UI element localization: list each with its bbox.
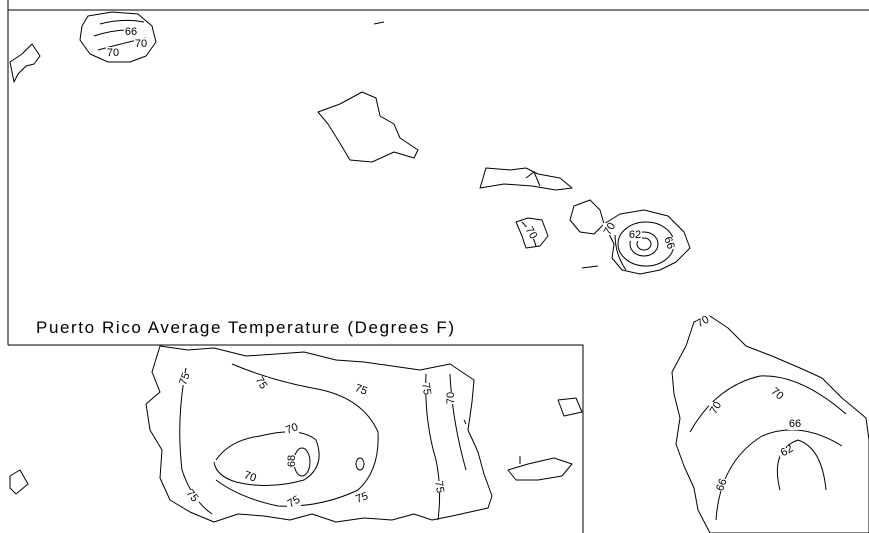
label-pr-75h: 75 [354,490,370,505]
lanai-outline [515,217,549,249]
culebra-outline [557,397,583,417]
west-maui-outline [569,199,605,235]
big-island-contour-66a [715,429,843,521]
label-hawaii-70a: 70 [695,314,712,331]
puerto-rico-frame [8,344,584,533]
label-pr-75a: 75 [177,371,192,387]
niihau-outline [9,43,41,83]
label-pr-75b: 75 [253,375,270,392]
pr-contour-70-east [449,373,467,471]
label-pr-75e: 75 [432,480,446,494]
label-pr-75d: 75 [419,382,433,396]
label-hawaii-62: 62 [779,443,796,460]
big-island-contour-70 [689,375,847,433]
label-niihau-70a: 70 [107,47,119,59]
label-hawaii-70c: 70 [708,400,725,417]
pr-contour-70 [213,431,320,487]
label-pr-68: 68 [286,455,298,467]
label-maui-70: 70 [602,221,619,238]
label-pr-75g: 75 [286,494,303,511]
big-island-outline [671,315,869,533]
islet-dash [373,21,385,25]
kauai-contour-66 [99,19,145,25]
label-maui-62: 62 [629,229,641,241]
pr-contour-75-east [425,373,441,521]
kahoolawe-dash [581,265,599,269]
east-maui-outline [603,209,691,275]
pr-contour-75-west [179,367,213,515]
kauai-outline [79,11,157,63]
maui-contour-inner [636,237,652,251]
label-hawaii-66a: 66 [789,418,801,430]
label-pr-70c: 70 [242,469,258,484]
label-niihau-70b: 70 [135,38,147,50]
kauai-contour-inner [93,29,129,37]
mona-outline [9,469,29,495]
molokai-outline [479,167,573,191]
label-pr-70b: 70 [284,421,300,436]
vieques-outline [507,457,573,481]
label-pr-70a: 70 [445,392,457,404]
pr-contour-small [355,457,365,471]
pr-contour-75-inner [215,363,379,507]
map-title: Puerto Rico Average Temperature (Degrees… [36,318,456,337]
puerto-rico-outline [145,345,493,523]
label-lanai-70: 70 [523,225,540,242]
label-niihau-66: 66 [125,26,137,38]
label-pr-75c: 75 [353,382,369,397]
oahu-outline [317,91,419,163]
molokai-pin [525,171,541,187]
big-island-contour-62 [776,439,827,491]
maui-contour-62 [629,231,659,257]
label-hawaii-66b: 66 [714,477,729,493]
label-maui-66: 66 [661,235,676,251]
pr-contour-tick [463,419,467,425]
contour-labels: 66 70 70 70 70 62 66 70 70 70 66 62 66 7… [106,26,802,510]
